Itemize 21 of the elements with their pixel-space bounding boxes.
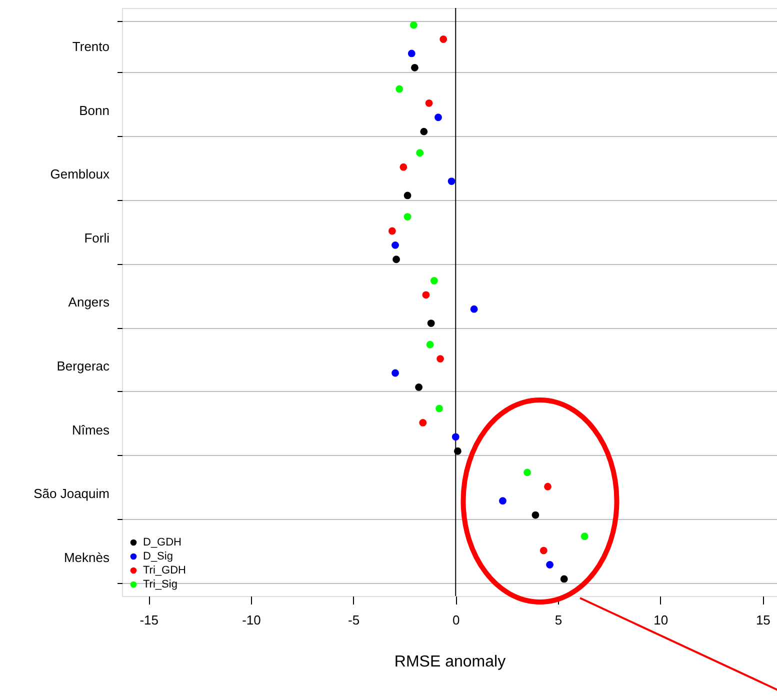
y-tick-label: Bonn	[79, 102, 110, 118]
y-tick-label: Forli	[84, 230, 110, 246]
y-tick-label: Gembloux	[50, 166, 110, 182]
x-tick-label: -15	[140, 612, 159, 628]
x-tick-label: 10	[654, 612, 668, 628]
y-tick-label: São Joaquim	[34, 486, 110, 502]
y-tick-label: Angers	[68, 294, 110, 310]
x-tick-label: -10	[242, 612, 261, 628]
x-axis-title: RMSE anomaly	[394, 654, 506, 670]
y-tick-label: Bergerac	[56, 358, 110, 374]
legend-label: D_GDH	[143, 536, 182, 548]
x-tick-label: -5	[348, 612, 360, 628]
x-tick-label: 15	[756, 612, 770, 628]
legend-label: Tri_Sig	[143, 578, 178, 590]
x-tick-label: 0	[452, 612, 460, 628]
legend-label: Tri_GDH	[143, 564, 186, 576]
y-tick-label: Trento	[72, 38, 110, 54]
y-tick-label: Nîmes	[72, 422, 110, 438]
legend-label: D_Sig	[143, 550, 173, 562]
y-tick-label: Meknès	[64, 550, 110, 566]
x-tick-label: 5	[554, 612, 562, 628]
